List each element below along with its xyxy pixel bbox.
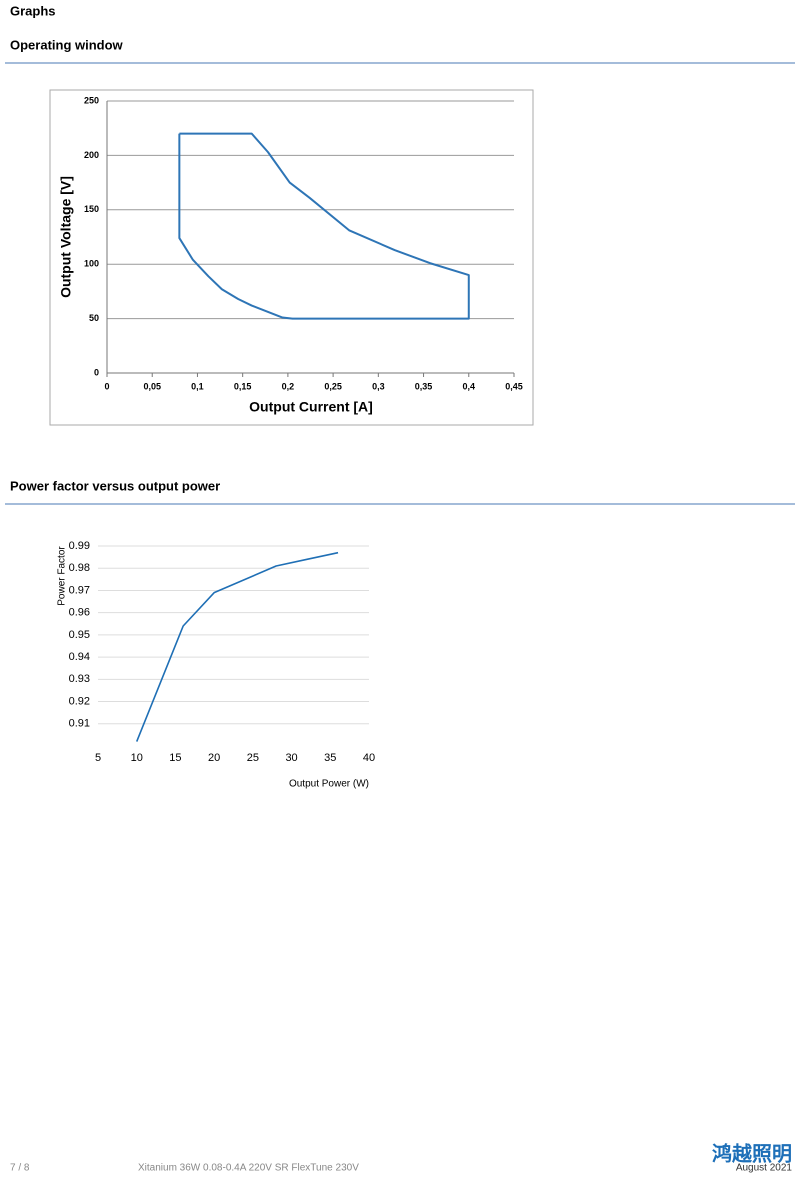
watermark: 鸿越照明 bbox=[712, 1141, 792, 1165]
x-axis-label: Output Power (W) bbox=[289, 779, 369, 790]
product-name: Xitanium 36W 0.08-0.4A 220V SR FlexTune … bbox=[138, 1163, 359, 1174]
y-tick-label: 150 bbox=[84, 204, 99, 214]
data-line bbox=[135, 551, 339, 742]
y-tick-label: 0.98 bbox=[69, 562, 90, 574]
x-tick-label: 10 bbox=[131, 752, 143, 764]
x-tick-label: 20 bbox=[208, 752, 220, 764]
x-tick-label: 0,25 bbox=[324, 381, 342, 391]
x-tick-label: 0,1 bbox=[191, 381, 204, 391]
y-tick-label: 250 bbox=[84, 95, 99, 105]
x-tick-label: 0,15 bbox=[234, 381, 252, 391]
chart-frame bbox=[49, 89, 534, 426]
y-axis-label: Output Voltage [V] bbox=[58, 176, 74, 298]
x-tick-label: 0,45 bbox=[505, 381, 523, 391]
y-tick-label: 100 bbox=[84, 259, 99, 269]
x-tick-label: 25 bbox=[247, 752, 259, 764]
y-tick-label: 200 bbox=[84, 150, 99, 160]
x-tick-label: 0,2 bbox=[282, 381, 295, 391]
x-tick-label: 35 bbox=[324, 752, 336, 764]
y-tick-label: 0.97 bbox=[69, 584, 90, 596]
date: August 2021 bbox=[736, 1163, 793, 1174]
y-tick-label: 0.99 bbox=[69, 540, 90, 552]
x-tick-label: 0,4 bbox=[463, 381, 476, 391]
x-tick-label: 0,05 bbox=[143, 381, 161, 391]
y-tick-label: 0.92 bbox=[69, 695, 90, 707]
y-tick-label: 0.96 bbox=[69, 607, 90, 619]
y-tick-label: 0.91 bbox=[69, 718, 90, 730]
x-tick-label: 40 bbox=[363, 752, 375, 764]
x-tick-label: 5 bbox=[95, 752, 101, 764]
page-title: Graphs bbox=[10, 3, 56, 18]
x-tick-label: 30 bbox=[285, 752, 297, 764]
x-tick-label: 15 bbox=[169, 752, 181, 764]
y-tick-label: 0.94 bbox=[69, 651, 90, 663]
y-tick-label: 50 bbox=[89, 313, 99, 323]
y-tick-label: 0 bbox=[94, 367, 99, 377]
section-title: Operating window bbox=[10, 37, 124, 52]
page-number: 7 / 8 bbox=[10, 1163, 30, 1174]
y-tick-label: 0.93 bbox=[69, 673, 90, 685]
x-tick-label: 0,35 bbox=[415, 381, 433, 391]
data-line bbox=[178, 132, 470, 320]
x-tick-label: 0 bbox=[104, 381, 109, 391]
x-axis-label: Output Current [A] bbox=[249, 399, 373, 415]
y-tick-label: 0.95 bbox=[69, 629, 90, 641]
y-axis-label: Power Factor bbox=[57, 546, 68, 606]
x-tick-label: 0,3 bbox=[372, 381, 385, 391]
section-title: Power factor versus output power bbox=[10, 478, 220, 493]
